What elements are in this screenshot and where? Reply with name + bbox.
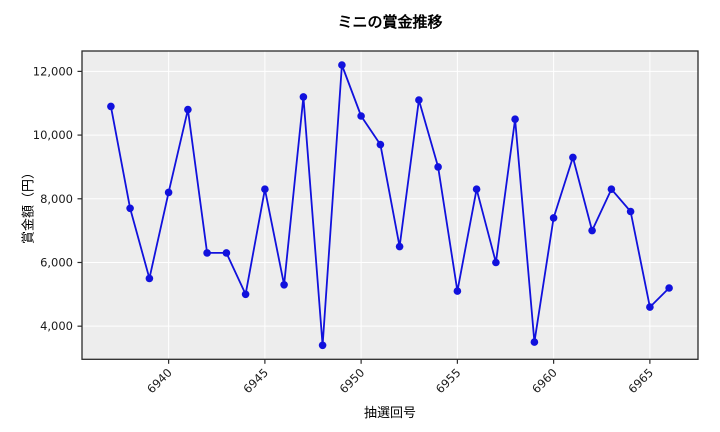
data-point — [415, 96, 423, 104]
data-point — [299, 93, 308, 101]
data-point — [607, 185, 616, 193]
data-point — [472, 185, 481, 193]
data-point — [126, 204, 134, 213]
data-point — [453, 287, 462, 295]
y-tick-label: 8,000 — [40, 192, 73, 206]
data-point — [665, 284, 673, 292]
data-point — [376, 140, 385, 149]
data-point — [626, 207, 635, 216]
y-tick-label: 4,000 — [40, 319, 73, 333]
data-point — [357, 112, 365, 120]
x-tick-label: 6960 — [529, 366, 560, 397]
plot-frame — [81, 50, 699, 360]
data-point — [588, 226, 596, 235]
x-tick-label: 6950 — [337, 366, 368, 397]
data-point — [511, 115, 519, 123]
line-series — [110, 64, 670, 347]
y-tick-label: 10,000 — [33, 128, 73, 142]
chart-title: ミニの賞金推移 — [337, 13, 443, 31]
data-point — [530, 338, 539, 346]
data-point — [280, 281, 288, 289]
data-point — [395, 242, 404, 251]
x-tick-label: 6965 — [625, 366, 656, 397]
plot-background — [82, 51, 698, 360]
data-point — [549, 214, 558, 222]
data-point — [145, 274, 154, 283]
y-tick-label: 12,000 — [33, 64, 73, 78]
x-axis-label: 抽選回号 — [363, 406, 416, 421]
data-point — [222, 249, 231, 257]
x-tick-label: 6945 — [240, 366, 271, 397]
data-point — [261, 185, 269, 193]
x-tick-label: 6955 — [433, 366, 464, 397]
x-tick-label: 6940 — [144, 366, 175, 397]
data-point — [338, 61, 346, 69]
data-point — [646, 303, 654, 311]
data-point — [241, 290, 250, 299]
data-point — [434, 163, 442, 171]
data-point — [318, 341, 327, 350]
data-point — [569, 153, 577, 162]
data-point — [492, 258, 500, 267]
data-point — [184, 105, 192, 114]
y-tick-label: 6,000 — [40, 255, 73, 269]
data-point — [203, 249, 211, 257]
data-point — [164, 188, 173, 197]
data-point — [107, 102, 115, 111]
